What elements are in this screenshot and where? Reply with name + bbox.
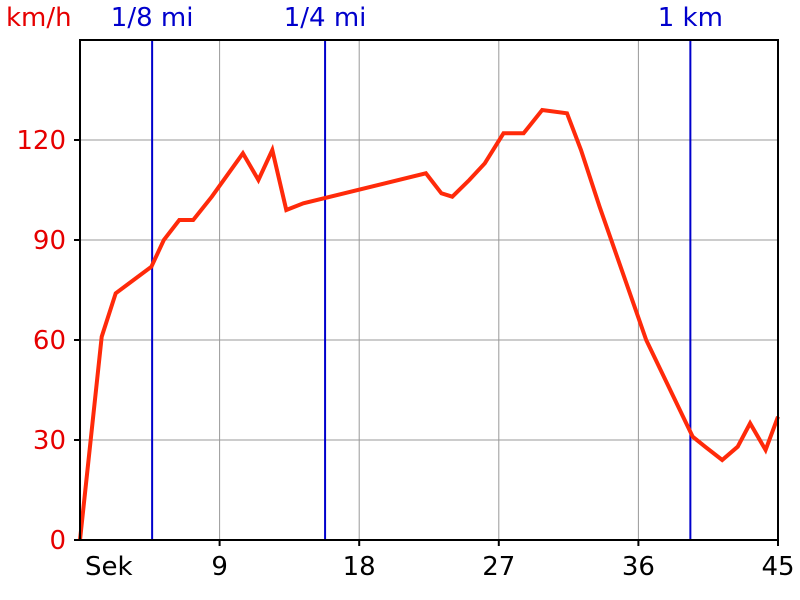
x-tick-label: 27 [482, 552, 515, 582]
distance-marker-label: 1 km [658, 3, 723, 33]
grid [80, 40, 778, 540]
y-tick-label: 0 [49, 526, 66, 556]
y-tick-label: 90 [33, 226, 66, 256]
distance-marker-label: 1/8 mi [111, 3, 194, 33]
x-tick-labels: 9 18 27 36 45 [211, 540, 795, 582]
y-axis-label: km/h [6, 3, 72, 33]
y-tick-labels: 0 30 60 90 120 [16, 126, 80, 556]
distance-marker-label: 1/4 mi [284, 3, 367, 33]
x-tick-label: 18 [343, 552, 376, 582]
series-layer [78, 107, 780, 541]
y-tick-label: 60 [33, 326, 66, 356]
x-tick-label: 45 [761, 552, 794, 582]
x-tick-label: 36 [622, 552, 655, 582]
speed-series-line [78, 107, 780, 541]
x-tick-label: 9 [211, 552, 228, 582]
y-tick-label: 120 [16, 126, 66, 156]
x-axis-label: Sek [85, 552, 133, 582]
y-tick-label: 30 [33, 426, 66, 456]
plot-frame [79, 39, 779, 541]
distance-markers: 1/8 mi 1/4 mi 1 km [111, 3, 723, 540]
